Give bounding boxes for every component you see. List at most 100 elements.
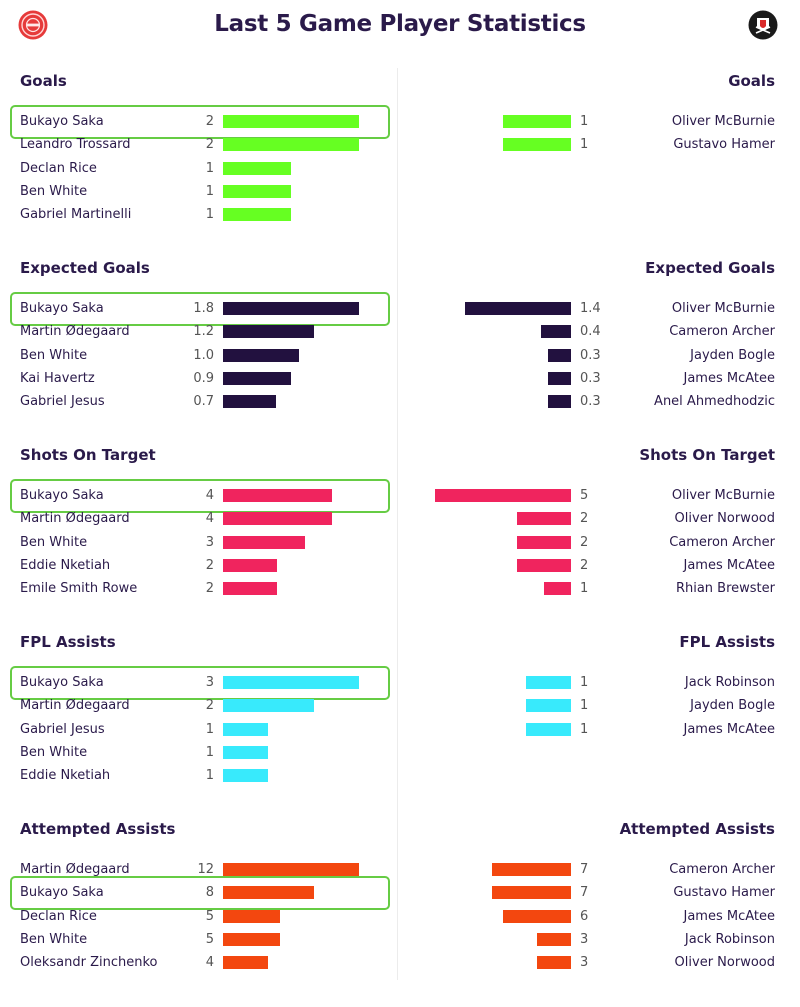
player-name[interactable]: Martin Ødegaard [20,324,130,340]
section-title-right: FPL Assists [679,633,775,651]
right-row: 3 Jack Robinson [400,930,800,950]
left-row: Gabriel Martinelli 1 [0,205,400,225]
player-name[interactable]: Oleksandr Zinchenko [20,955,158,971]
player-name[interactable]: Kai Havertz [20,370,95,386]
value-label: 1 [205,160,214,176]
value-label: 0.3 [580,347,601,363]
value-label: 4 [205,955,214,971]
player-name[interactable]: Leandro Trossard [20,137,131,153]
bar-eddie-nketiah [223,769,269,783]
section-fpl-assists: FPL Assists FPL Assists Bukayo Saka 3 Martin… [0,633,800,820]
value-label: 3 [205,534,214,550]
player-name[interactable]: Oliver McBurnie [671,488,775,503]
player-name[interactable]: Ben White [20,534,88,550]
value-label: 1 [580,137,589,153]
highlight-box [10,292,390,326]
player-name[interactable]: Gustavo Hamer [673,137,775,153]
player-name[interactable]: Cameron Archer [669,862,775,877]
bar-kai-havertz [223,371,291,385]
section-title-left: Shots On Target [20,446,156,464]
value-label: 0.4 [580,324,601,340]
right-row: 0.4 Cameron Archer [400,322,800,342]
left-row: Ben White 3 [0,533,400,553]
player-name[interactable]: Gabriel Jesus [20,721,105,737]
player-name[interactable]: James McAtee [683,370,776,386]
bar-rhian-brewster [543,582,571,596]
player-name[interactable]: Bukayo Saka [20,675,104,690]
value-label: 4 [205,488,214,503]
value-label: 1.0 [193,347,214,363]
player-name[interactable]: Oliver McBurnie [671,301,775,316]
player-name[interactable]: Oliver Norwood [674,955,775,971]
section-title-right: Goals [728,72,775,90]
player-name[interactable]: Ben White [20,183,88,199]
player-name[interactable]: Declan Rice [20,908,97,924]
value-label: 5 [205,931,214,947]
player-name[interactable]: Gabriel Jesus [20,394,105,410]
bar-eddie-nketiah [223,558,278,572]
player-name[interactable]: Ben White [20,931,88,947]
player-name[interactable]: Jack Robinson [684,931,775,947]
left-row: Gabriel Jesus 1 [0,720,400,740]
value-label: 1 [580,581,589,597]
player-name[interactable]: Jayden Bogle [690,698,775,714]
right-row: 1 Jack Robinson [400,673,800,693]
player-name[interactable]: Cameron Archer [669,324,775,340]
player-name[interactable]: Bukayo Saka [20,885,104,901]
player-name[interactable]: Anel Ahmedhodzic [654,394,775,410]
player-name[interactable]: James McAtee [683,557,776,573]
player-name[interactable]: Bukayo Saka [20,114,104,129]
player-name[interactable]: Bukayo Saka [20,488,104,503]
right-row: 1 Gustavo Hamer [400,135,800,155]
value-label: 1 [205,744,214,760]
left-row: Gabriel Jesus 0.7 [0,392,400,412]
bar-martin-odegaard [223,512,332,526]
value-label: 4 [205,511,214,527]
value-label: 2 [580,557,589,573]
bar-oliver-norwood [516,512,571,526]
value-label: 7 [580,862,589,877]
bar-ben-white [223,348,299,362]
player-name[interactable]: Declan Rice [20,160,97,176]
section-title-left: Attempted Assists [20,820,176,838]
player-name[interactable]: Martin Ødegaard [20,511,130,527]
player-name[interactable]: Martin Ødegaard [20,698,130,714]
column-divider [397,68,398,980]
player-name[interactable]: James McAtee [683,908,776,924]
bar-james-mcatee [548,371,571,385]
left-row: Bukayo Saka 1.8 [0,299,400,319]
bar-gustavo-hamer [503,138,571,152]
bar-cameron-archer [516,535,571,549]
player-name[interactable]: Eddie Nketiah [20,768,111,784]
player-name[interactable]: Ben White [20,347,88,363]
player-name[interactable]: Oliver McBurnie [671,114,775,129]
player-name[interactable]: James McAtee [683,721,776,737]
value-label: 2 [580,534,589,550]
bar-oliver-mcburnie [465,302,571,315]
player-name[interactable]: Cameron Archer [669,534,775,550]
player-name[interactable]: Oliver Norwood [674,511,775,527]
left-row: Martin Ødegaard 2 [0,696,400,716]
player-name[interactable]: Ben White [20,744,88,760]
player-name[interactable]: Gabriel Martinelli [20,207,132,223]
player-name[interactable]: Martin Ødegaard [20,862,130,877]
player-name[interactable]: Jayden Bogle [690,347,775,363]
player-name[interactable]: Gustavo Hamer [673,885,775,901]
left-row: Declan Rice 1 [0,159,400,179]
bar-oleksandr-zinchenko [223,956,269,970]
highlight-box [10,876,390,911]
right-row: 6 James McAtee [400,907,800,927]
player-name[interactable]: Emile Smith Rowe [20,581,138,597]
player-name[interactable]: Rhian Brewster [675,581,775,597]
bar-gustavo-hamer [491,886,571,900]
value-label: 7 [580,885,589,901]
bar-ben-white [223,184,291,198]
bar-jack-robinson [525,676,571,689]
right-row: 3 Oliver Norwood [400,953,800,973]
section-title-left: Goals [20,72,67,90]
right-row: 5 Oliver McBurnie [400,486,800,506]
player-name[interactable]: Bukayo Saka [20,301,104,316]
player-name[interactable]: Jack Robinson [684,675,775,690]
right-row: 1 Rhian Brewster [400,579,800,599]
player-name[interactable]: Eddie Nketiah [20,557,111,573]
